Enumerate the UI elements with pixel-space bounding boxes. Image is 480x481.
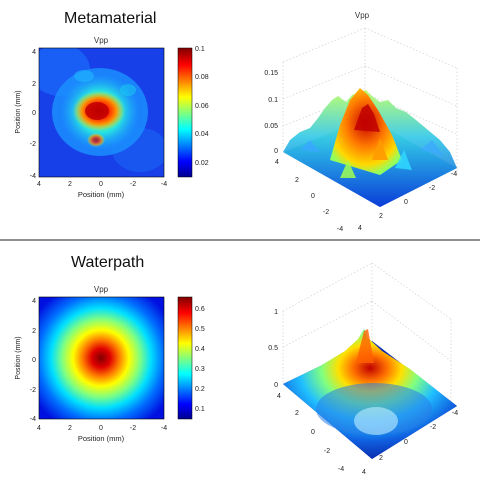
metamaterial-heatmap-xticks: 4 2 0 -2 -4 <box>37 181 167 188</box>
y-tick-label: -4 <box>337 226 343 233</box>
waterpath-surface-xticks: -4 -2 0 2 4 <box>362 410 458 476</box>
colorbar-tick-label: 0.1 <box>195 406 205 413</box>
y-tick-label: 0 <box>311 429 315 436</box>
waterpath-heatmap-yticks: 4 2 0 -2 -4 <box>30 298 36 423</box>
heatmap-y-axis-label: Position (mm) <box>15 90 22 133</box>
x-tick-label: 2 <box>68 425 72 432</box>
x-tick-label: -2 <box>130 181 136 188</box>
y-tick-label: -4 <box>30 416 36 423</box>
y-tick-label: 0 <box>32 110 36 117</box>
y-tick-label: -2 <box>30 387 36 394</box>
y-tick-label: 2 <box>32 81 36 88</box>
metamaterial-heatmap-yticks: 4 2 0 -2 -4 <box>30 49 36 180</box>
x-tick-label: -4 <box>452 410 458 417</box>
colorbar-tick-label: 0.3 <box>195 366 205 373</box>
metamaterial-colorbar-ticks: 0.1 0.08 0.06 0.04 0.02 <box>195 46 209 167</box>
metamaterial-surface <box>283 88 457 207</box>
heatmap-y-axis-label: Position (mm) <box>15 336 22 379</box>
colorbar-tick-label: 0.5 <box>195 326 205 333</box>
colorbar-tick-label: 0.04 <box>195 131 209 138</box>
x-tick-label: -4 <box>451 171 457 178</box>
panel-title: Metamaterial <box>64 10 157 27</box>
colorbar-tick-label: 0.4 <box>195 346 205 353</box>
surface-title: Vpp <box>355 11 370 20</box>
waterpath-panel: Waterpath Vpp 4 2 <box>0 241 480 481</box>
x-tick-label: 4 <box>37 425 41 432</box>
section-divider <box>0 239 480 241</box>
y-tick-label: 4 <box>275 159 279 166</box>
colorbar-tick-label: 0.02 <box>195 160 209 167</box>
y-tick-label: -4 <box>30 173 36 180</box>
heatmap-x-axis-label: Position (mm) <box>78 434 125 443</box>
colorbar-tick-label: 0.2 <box>195 386 205 393</box>
z-tick-label: 0.05 <box>264 123 278 130</box>
y-tick-label: 2 <box>32 328 36 335</box>
waterpath-colorbar-ticks: 0.6 0.5 0.4 0.3 0.2 0.1 <box>195 306 205 413</box>
metamaterial-surface-yticks: 4 2 0 -2 -4 <box>275 159 343 233</box>
waterpath-surface <box>283 329 457 459</box>
waterpath-charts: Vpp 4 2 0 -2 -4 Position (mm) 4 2 0 -2 -… <box>15 262 458 476</box>
metamaterial-surface-axes <box>282 27 458 175</box>
x-tick-label: -2 <box>429 185 435 192</box>
z-tick-label: 0.1 <box>268 97 278 104</box>
y-tick-label: 4 <box>277 393 281 400</box>
metamaterial-panel: Metamaterial Vpp <box>0 0 480 240</box>
colorbar-tick-label: 0.08 <box>195 74 209 81</box>
waterpath-surface-zticks: 1 0.5 0 <box>268 309 278 389</box>
y-tick-label: 0 <box>32 357 36 364</box>
x-tick-label: 4 <box>37 181 41 188</box>
metamaterial-colorbar <box>177 47 193 178</box>
panel-title: Waterpath <box>71 254 145 271</box>
z-tick-label: 1 <box>274 309 278 316</box>
metamaterial-surface-xticks: -4 -2 0 2 4 <box>358 171 457 232</box>
y-tick-label: 4 <box>32 298 36 305</box>
y-tick-label: -2 <box>324 448 330 455</box>
x-tick-label: 2 <box>379 455 383 462</box>
x-tick-label: 2 <box>379 213 383 220</box>
colorbar-tick-label: 0.1 <box>195 46 205 53</box>
y-tick-label: 2 <box>295 177 299 184</box>
x-tick-label: 4 <box>362 469 366 476</box>
y-tick-label: -2 <box>30 141 36 148</box>
waterpath-colorbar <box>177 296 193 420</box>
x-tick-label: 4 <box>358 225 362 232</box>
metamaterial-charts: Vpp 4 2 0 -2 -4 Position (mm) 4 2 0 <box>15 11 458 233</box>
x-tick-label: 0 <box>404 199 408 206</box>
y-tick-label: -4 <box>338 466 344 473</box>
waterpath-heatmap-xticks: 4 2 0 -2 -4 <box>37 425 167 432</box>
x-tick-label: -4 <box>161 181 167 188</box>
waterpath-heatmap <box>39 297 164 419</box>
z-tick-label: 0.5 <box>268 345 278 352</box>
y-tick-label: 0 <box>311 193 315 200</box>
metamaterial-heatmap <box>39 48 164 177</box>
metamaterial-surface-zticks: 0.15 0.1 0.05 0 <box>264 70 278 155</box>
heatmap-x-axis-label: Position (mm) <box>78 190 125 199</box>
x-tick-label: -2 <box>130 425 136 432</box>
waterpath-surface-yticks: 4 2 0 -2 -4 <box>277 393 344 473</box>
heatmap-title: Vpp <box>94 36 109 45</box>
y-tick-label: 2 <box>295 410 299 417</box>
x-tick-label: 0 <box>99 181 103 188</box>
z-tick-label: 0.15 <box>264 70 278 77</box>
y-tick-label: 4 <box>32 49 36 56</box>
waterpath-surface-axes <box>282 262 452 406</box>
colorbar-tick-label: 0.6 <box>195 306 205 313</box>
x-tick-label: 0 <box>99 425 103 432</box>
y-tick-label: -2 <box>323 209 329 216</box>
x-tick-label: 2 <box>68 181 72 188</box>
colorbar-tick-label: 0.06 <box>195 103 209 110</box>
z-tick-label: 0 <box>274 148 278 155</box>
heatmap-title: Vpp <box>94 285 109 294</box>
x-tick-label: 0 <box>404 439 408 446</box>
x-tick-label: -2 <box>430 424 436 431</box>
x-tick-label: -4 <box>161 425 167 432</box>
z-tick-label: 0 <box>274 382 278 389</box>
